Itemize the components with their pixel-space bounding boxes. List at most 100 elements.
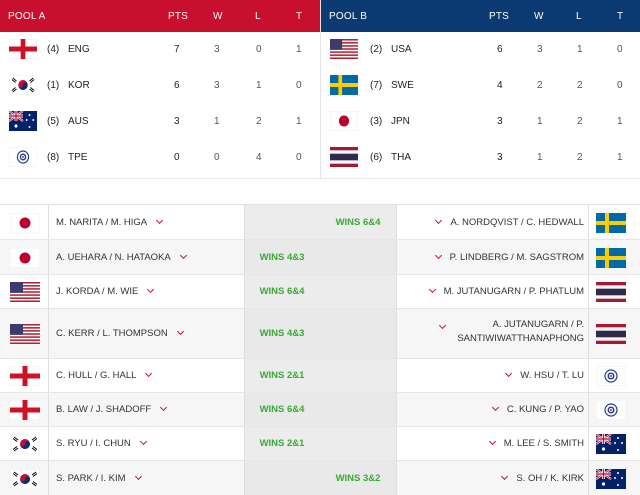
right-result-cell (320, 393, 396, 426)
sweden-flag-icon (596, 213, 626, 233)
left-pair-names[interactable]: B. LAW / J. SHADOFF (56, 404, 152, 415)
chevron-down-icon[interactable] (491, 403, 500, 412)
divider (0, 178, 640, 179)
match-row[interactable]: WINS 6&4 J. KORDA / M. WIE M. JUTANUGARN… (0, 275, 640, 309)
chevron-down-icon[interactable] (504, 369, 513, 378)
right-result-cell (320, 240, 396, 274)
right-pair-names[interactable]: W. HSU / T. LU (520, 370, 584, 381)
team-code: JPN (391, 116, 410, 127)
chevron-down-icon[interactable] (139, 437, 148, 446)
chevron-down-icon[interactable] (438, 321, 447, 330)
points-value: 7 (174, 44, 180, 55)
points-value: 6 (497, 44, 503, 55)
chevron-down-icon[interactable] (134, 472, 143, 481)
w-header: W (213, 11, 223, 22)
standings-row: (4) ENG 7 3 0 1 (0, 32, 320, 68)
left-result: WINS 4&3 (259, 252, 305, 263)
ties-value: 1 (617, 116, 623, 127)
ties-value: 1 (296, 116, 302, 127)
team-code: KOR (68, 80, 90, 91)
chevron-down-icon[interactable] (176, 327, 185, 336)
sweden-flag-icon (330, 75, 358, 95)
korea-flag-icon (8, 74, 38, 96)
chevron-down-icon[interactable] (159, 403, 168, 412)
w-header: W (534, 11, 544, 22)
standings-row: (5) AUS 3 1 2 1 (0, 104, 320, 140)
match-row[interactable]: WINS 6&4 B. LAW / J. SHADOFF C. KUNG / P… (0, 393, 640, 427)
losses-value: 1 (577, 44, 583, 55)
chevron-down-icon[interactable] (488, 437, 497, 446)
left-pair-names[interactable]: M. NARITA / M. HIGA (56, 217, 148, 228)
chevron-down-icon[interactable] (144, 369, 153, 378)
australia-flag-icon (595, 468, 626, 489)
standings-row: (8) TPE 0 0 4 0 (0, 140, 320, 176)
seed-rank: (7) (370, 80, 383, 91)
ties-value: 0 (617, 80, 623, 91)
points-value: 0 (174, 152, 180, 163)
seed-rank: (5) (47, 116, 60, 127)
thailand-flag-icon (596, 282, 626, 302)
l-header: L (576, 11, 582, 22)
left-result-cell: WINS 6&4 (244, 393, 320, 426)
chevron-down-icon[interactable] (155, 216, 164, 225)
chevron-down-icon[interactable] (428, 285, 437, 294)
right-pair-names[interactable]: P. LINDBERG / M. SAGSTROM (449, 252, 584, 263)
match-row[interactable]: WINS 4&3 A. UEHARA / N. HATAOKA P. LINDB… (0, 240, 640, 275)
standings-row: (3) JPN 3 1 2 1 (321, 104, 640, 140)
seed-rank: (8) (47, 152, 60, 163)
left-result-cell: WINS 2&1 (244, 359, 320, 392)
right-pair-names[interactable]: S. OH / K. KIRK (516, 473, 584, 484)
left-pair-names[interactable]: C. KERR / L. THOMPSON (56, 328, 168, 339)
losses-value: 2 (577, 152, 583, 163)
match-row[interactable]: WINS 2&1 S. R (0, 427, 640, 461)
standings-row: (6) THA 3 1 2 1 (321, 140, 640, 176)
pts-header: PTS (489, 11, 510, 22)
t-header: T (617, 11, 624, 22)
chevron-down-icon[interactable] (146, 285, 155, 294)
left-result-cell: WINS 4&3 (244, 240, 320, 274)
australia-flag-icon (8, 110, 37, 131)
england-flag-icon (9, 399, 41, 421)
losses-value: 1 (256, 80, 262, 91)
right-result-cell: WINS 3&2 (320, 461, 396, 495)
left-pair-names[interactable]: J. KORDA / M. WIE (56, 286, 139, 297)
chinese-taipei-flag-icon (595, 399, 627, 421)
left-pair-names[interactable]: A. UEHARA / N. HATAOKA (56, 252, 171, 263)
left-pair-names[interactable]: S. RYU / I. CHUN (56, 438, 131, 449)
left-pair-names[interactable]: C. HULL / G. HALL (56, 370, 137, 381)
chevron-down-icon[interactable] (179, 251, 188, 260)
points-value: 6 (174, 80, 180, 91)
chevron-down-icon[interactable] (434, 251, 443, 260)
left-result: WINS 2&1 (259, 438, 305, 449)
right-pair-names[interactable]: M. JUTANUGARN / P. PHATLUM (443, 286, 584, 297)
chevron-down-icon[interactable] (434, 216, 443, 225)
left-result-cell (244, 461, 320, 495)
right-result-cell (320, 309, 396, 358)
match-row[interactable]: WINS 4&3 C. KERR / L. THOMPSON A. JUTANU… (0, 309, 640, 359)
match-row[interactable]: WINS 2&1 C. HULL / G. HALL W. HSU / T. L… (0, 359, 640, 393)
usa-flag-icon (330, 39, 358, 59)
left-result: WINS 6&4 (259, 286, 305, 297)
japan-flag-icon (329, 110, 359, 132)
team-code: USA (391, 44, 412, 55)
chevron-down-icon[interactable] (500, 472, 509, 481)
left-result-cell: WINS 6&4 (244, 275, 320, 308)
wins-value: 0 (214, 152, 220, 163)
japan-flag-icon (9, 247, 41, 269)
right-pair-names[interactable]: M. LEE / S. SMITH (503, 438, 584, 449)
ties-value: 1 (296, 44, 302, 55)
match-row[interactable]: WINS 6&4 M. NARITA / M. HIGA A. NORDQVIS… (0, 205, 640, 240)
match-row[interactable]: WINS 3&2 S. PARK / I. KIM (0, 461, 640, 495)
ties-value: 1 (617, 152, 623, 163)
right-pair-names[interactable]: A. NORDQVIST / C. HEDWALL (450, 217, 584, 228)
usa-flag-icon (10, 324, 40, 344)
losses-value: 2 (577, 116, 583, 127)
left-pair-names[interactable]: S. PARK / I. KIM (56, 473, 126, 484)
pool-a-header: POOL A PTS W L T (0, 0, 320, 32)
team-code: ENG (68, 44, 90, 55)
right-result-cell (320, 275, 396, 308)
right-pair-names[interactable]: C. KUNG / P. YAO (506, 404, 584, 415)
right-pair-names[interactable]: A. JUTANUGARN / P. SANTIWIWATTHANAPHONG (457, 319, 584, 344)
l-header: L (255, 11, 261, 22)
wins-value: 1 (537, 152, 543, 163)
